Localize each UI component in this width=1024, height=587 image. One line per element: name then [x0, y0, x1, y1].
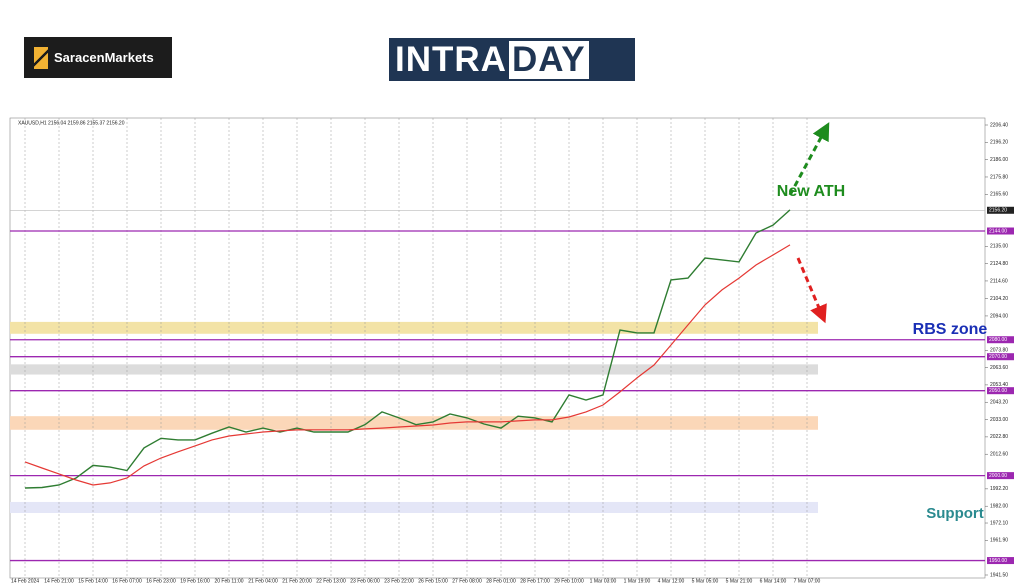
y-tick-label: 1941.50: [990, 572, 1008, 578]
y-tick-label: 2022.80: [990, 434, 1008, 440]
brand-name: SaracenMarkets: [54, 50, 154, 65]
level-label-box: [987, 472, 1014, 480]
y-tick-label: 2053.40: [990, 382, 1008, 388]
y-tick-label: 2104.20: [990, 296, 1008, 302]
x-tick-label: 22 Feb 13:00: [316, 578, 346, 584]
plot-frame: [9, 117, 986, 579]
y-tick-label: 2012.60: [990, 452, 1008, 458]
x-tick-label: 6 Mar 14:00: [760, 578, 787, 584]
zone: [10, 321, 818, 334]
x-tick-label: 16 Feb 23:00: [146, 578, 176, 584]
zone: [10, 501, 818, 513]
y-tick-label: 2196.20: [990, 140, 1008, 146]
level-label: 2050.00: [989, 388, 1007, 394]
level-label-box: [987, 557, 1014, 565]
current-price-label: 2156.20: [989, 208, 1007, 214]
x-tick-label: 16 Feb 07:00: [112, 578, 142, 584]
zone: [10, 364, 818, 375]
x-tick-label: 28 Feb 17:00: [520, 578, 550, 584]
y-tick-label: 2186.00: [990, 157, 1008, 163]
level-label: 2000.00: [989, 473, 1007, 479]
brand-logo: SaracenMarkets: [24, 37, 172, 78]
level-label-box: [987, 353, 1014, 361]
x-tick-label: 20 Feb 11:00: [214, 578, 243, 584]
x-tick-label: 23 Feb 06:00: [350, 578, 380, 584]
level-label: 2144.00: [989, 228, 1007, 234]
x-tick-label: 19 Feb 16:00: [180, 578, 210, 584]
x-tick-label: 15 Feb 14:00: [78, 578, 108, 584]
y-tick-label: 2165.60: [990, 192, 1008, 198]
x-tick-label: 29 Feb 10:00: [554, 578, 584, 584]
x-tick-label: 26 Feb 15:00: [418, 578, 448, 584]
x-tick-label: 5 Mar 05:00: [692, 578, 719, 584]
level-label: 1950.00: [989, 558, 1007, 564]
down-arrow: [796, 257, 827, 324]
symbol-info: XAUUSD,H1 2156.04 2159.86 2155.37 2156.2…: [18, 120, 125, 126]
annotation: RBS zone: [913, 321, 988, 338]
zone: [10, 416, 818, 430]
intraday-logo: INTRA DAY: [389, 38, 635, 81]
y-tick-label: 2135.00: [990, 244, 1008, 250]
level-label-box: [987, 387, 1014, 395]
y-tick-label: 2033.00: [990, 417, 1008, 423]
y-tick-label: 1992.20: [990, 486, 1008, 492]
x-tick-label: 1 Mar 19:00: [624, 578, 651, 584]
x-tick-label: 5 Mar 21:00: [726, 578, 753, 584]
y-tick-label: 2073.80: [990, 348, 1008, 354]
y-tick-label: 2114.60: [990, 278, 1008, 284]
logo-left: INTRA: [395, 39, 507, 79]
y-tick-label: 2043.20: [990, 400, 1008, 406]
x-tick-label: 14 Feb 21:00: [44, 578, 74, 584]
y-tick-label: 1972.10: [990, 520, 1008, 526]
x-tick-label: 23 Feb 22:00: [384, 578, 414, 584]
price-line: [24, 209, 791, 489]
y-tick-label: 2206.40: [990, 122, 1008, 128]
logo-right: DAY: [508, 40, 589, 79]
current-price-box: [987, 206, 1014, 214]
y-tick-label: 2063.60: [990, 365, 1008, 371]
y-tick-label: 2124.80: [990, 261, 1008, 267]
level-label: 2070.00: [989, 354, 1007, 360]
x-tick-label: 28 Feb 01:00: [486, 578, 516, 584]
up-arrow: [788, 122, 830, 196]
annotation: Support: [926, 505, 984, 522]
level-label-box: [987, 227, 1014, 235]
x-tick-label: 14 Feb 2024: [11, 578, 39, 584]
ma-line: [24, 244, 791, 486]
x-tick-label: 1 Mar 03:00: [590, 578, 617, 584]
x-tick-label: 21 Feb 20:00: [282, 578, 312, 584]
x-tick-label: 27 Feb 08:00: [452, 578, 482, 584]
level-label: 2080.00: [989, 337, 1007, 343]
x-tick-label: 4 Mar 12:00: [658, 578, 685, 584]
y-tick-label: 1961.90: [990, 538, 1008, 544]
y-tick-label: 1982.00: [990, 504, 1008, 510]
annotation: New ATH: [777, 183, 845, 200]
y-tick-label: 2175.80: [990, 174, 1008, 180]
level-label-box: [987, 336, 1014, 344]
y-tick-label: 2094.00: [990, 313, 1008, 319]
x-tick-label: 21 Feb 04:00: [248, 578, 278, 584]
x-tick-label: 7 Mar 07:00: [794, 578, 821, 584]
